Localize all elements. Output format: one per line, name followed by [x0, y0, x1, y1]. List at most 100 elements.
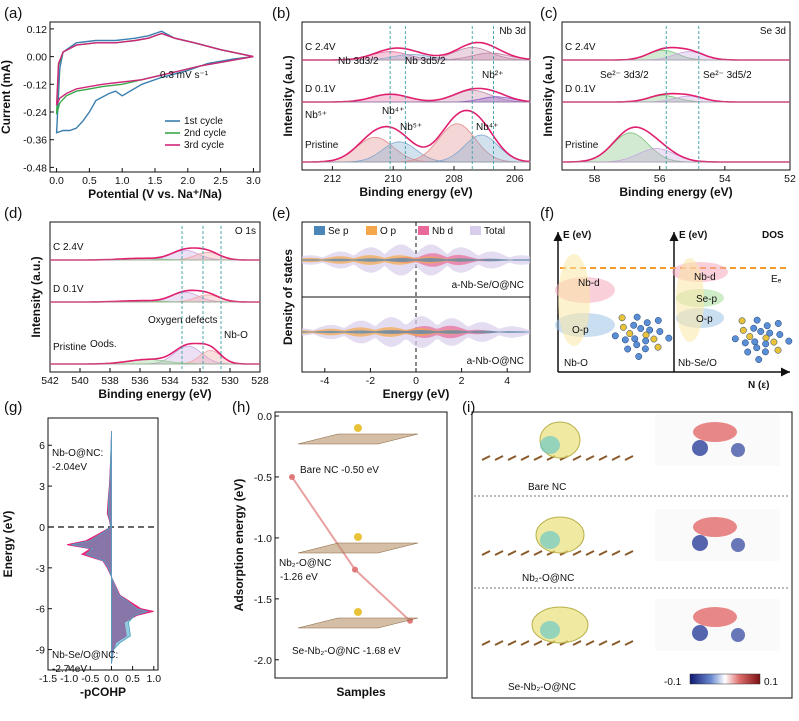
series-line [55, 30, 254, 134]
slab-bond [611, 550, 621, 556]
x-tick-label: 1.0 [115, 175, 130, 187]
atom [762, 340, 770, 348]
y-tick-label: 0.12 [27, 24, 48, 36]
atom [621, 336, 629, 344]
structure-label: Bare NC [528, 482, 566, 493]
atom [630, 321, 638, 329]
slice-red [693, 607, 737, 627]
cohp-annotation: Nb-O@NC: [52, 448, 103, 459]
point-label: Nb₂-O@NC [279, 558, 331, 569]
x-tick-label: 540 [71, 375, 89, 387]
y-tick-label: -0.5 [254, 472, 272, 484]
charge-isosurface [540, 621, 560, 639]
x-tick-label: 58 [589, 173, 601, 185]
x-axis-label: Potential (V vs. Na⁺/Na) [88, 187, 222, 201]
atom [774, 346, 782, 354]
colorbar-max: 0.1 [764, 677, 778, 688]
slice-blue [731, 443, 745, 457]
panel-b-xps: 212 210 208 206 Binding energy (eV) Intensity… [281, 21, 531, 199]
y-tick-label: -1.0 [254, 533, 272, 545]
y-tick-label: -9 [36, 645, 45, 657]
stack-label: Pristine [565, 140, 599, 151]
slab-bond [598, 455, 608, 461]
panel-e-dos: -4 -2 0 2 4 Energy (eV) Density of states a-Nb-… [281, 221, 531, 401]
slab-bond [507, 455, 517, 461]
y-axis-label: Intensity (a.u.) [281, 55, 295, 136]
peak-annotation: Se²⁻ 3d5/2 [703, 70, 752, 81]
x-axis-label: Samples [336, 685, 386, 699]
y-tick-label: 3 [39, 481, 45, 493]
legend-label: Se p [328, 226, 349, 237]
stack-label: Pristine [53, 342, 87, 353]
y-axis-label: Current (mA) [0, 60, 13, 134]
slab-bond [572, 640, 582, 646]
legend-label: 3rd cycle [184, 140, 224, 151]
point-label: Bare NC -0.50 eV [300, 465, 379, 476]
slab-bond [494, 550, 504, 556]
atom [738, 317, 746, 325]
panel-g-cohp: -1.5 -1.0 -0.5 0.0 0.5 1.0 -pCOHP Energy (eV) 6 3… [1, 417, 161, 699]
y-axis-label: Intensity (a.u.) [29, 256, 43, 337]
panel-label: (e) [272, 205, 290, 222]
peak-annotation: Oods. [90, 339, 117, 350]
slice-red [693, 517, 737, 537]
x-tick-label: -1.0 [60, 673, 78, 685]
slice-blue [731, 538, 745, 552]
atom [753, 344, 761, 352]
slab-bond [533, 455, 543, 461]
panel-label: (b) [272, 5, 290, 22]
panel-f-schematic: E (eV) E (eV) N (ε) DOS Eₑ Nb-d O-p Nb-d Se-p O-p… [553, 230, 793, 391]
graphene-slab [297, 433, 419, 445]
slab-bond [611, 455, 621, 461]
atom [635, 353, 643, 360]
panel-label: (i) [462, 399, 475, 416]
slab-bond [585, 550, 595, 556]
structure-label: Se-Nb₂-O@NC [508, 682, 576, 693]
stack-label: D 0.1V [565, 84, 596, 95]
axis-label: E (eV) [679, 230, 707, 241]
panel-h-adsorption: 0.0 -0.5 -1.0 -1.5 -2.0 Samples Adsorption ene… [232, 411, 448, 699]
atom [785, 337, 793, 345]
y-tick-label: -0.48 [23, 162, 47, 174]
x-tick-label: 0.0 [104, 673, 119, 685]
legend-swatch [418, 226, 429, 235]
state-label: O-p [696, 314, 713, 325]
legend-swatch [470, 226, 481, 235]
atom [665, 334, 673, 342]
x-tick-label: -2 [366, 375, 375, 387]
y-tick-label: -0.12 [23, 79, 47, 91]
x-tick-label: 536 [131, 375, 149, 387]
stack-label: C 2.4V [565, 42, 596, 53]
slab-bond [520, 455, 530, 461]
cohp-area [71, 430, 149, 664]
x-tick-label: 2.0 [181, 175, 196, 187]
y-tick-label: 0 [39, 522, 45, 534]
x-tick-label: 3.0 [246, 175, 261, 187]
state-blob [676, 258, 704, 342]
atom [641, 345, 649, 353]
legend-label: O p [380, 226, 397, 237]
slab-bond [507, 550, 517, 556]
plot-frame [47, 417, 159, 671]
y-axis-label: Density of states [281, 249, 295, 345]
atom [755, 356, 763, 363]
slab-bond [533, 550, 543, 556]
x-axis-label: -pCOHP [80, 685, 126, 699]
plot-frame [49, 221, 261, 373]
subplot-label: a-Nb-O@NC [467, 356, 524, 367]
atom [656, 328, 664, 335]
slab-bond [494, 640, 504, 646]
atom [761, 348, 769, 356]
data-point [289, 473, 295, 480]
stack-label: C 2.4V [53, 242, 84, 253]
y-tick-label: 0.0 [257, 411, 272, 423]
legend-label: 1st cycle [184, 116, 223, 127]
stack-label: C 2.4V [305, 42, 336, 53]
atom [626, 330, 634, 337]
atom [774, 320, 782, 327]
panel-label: (c) [540, 5, 558, 22]
x-tick-label: 212 [324, 173, 342, 185]
slab-bond [611, 640, 621, 646]
atom [776, 331, 784, 338]
subplot-label: a-Nb-Se/O@NC [452, 280, 524, 291]
